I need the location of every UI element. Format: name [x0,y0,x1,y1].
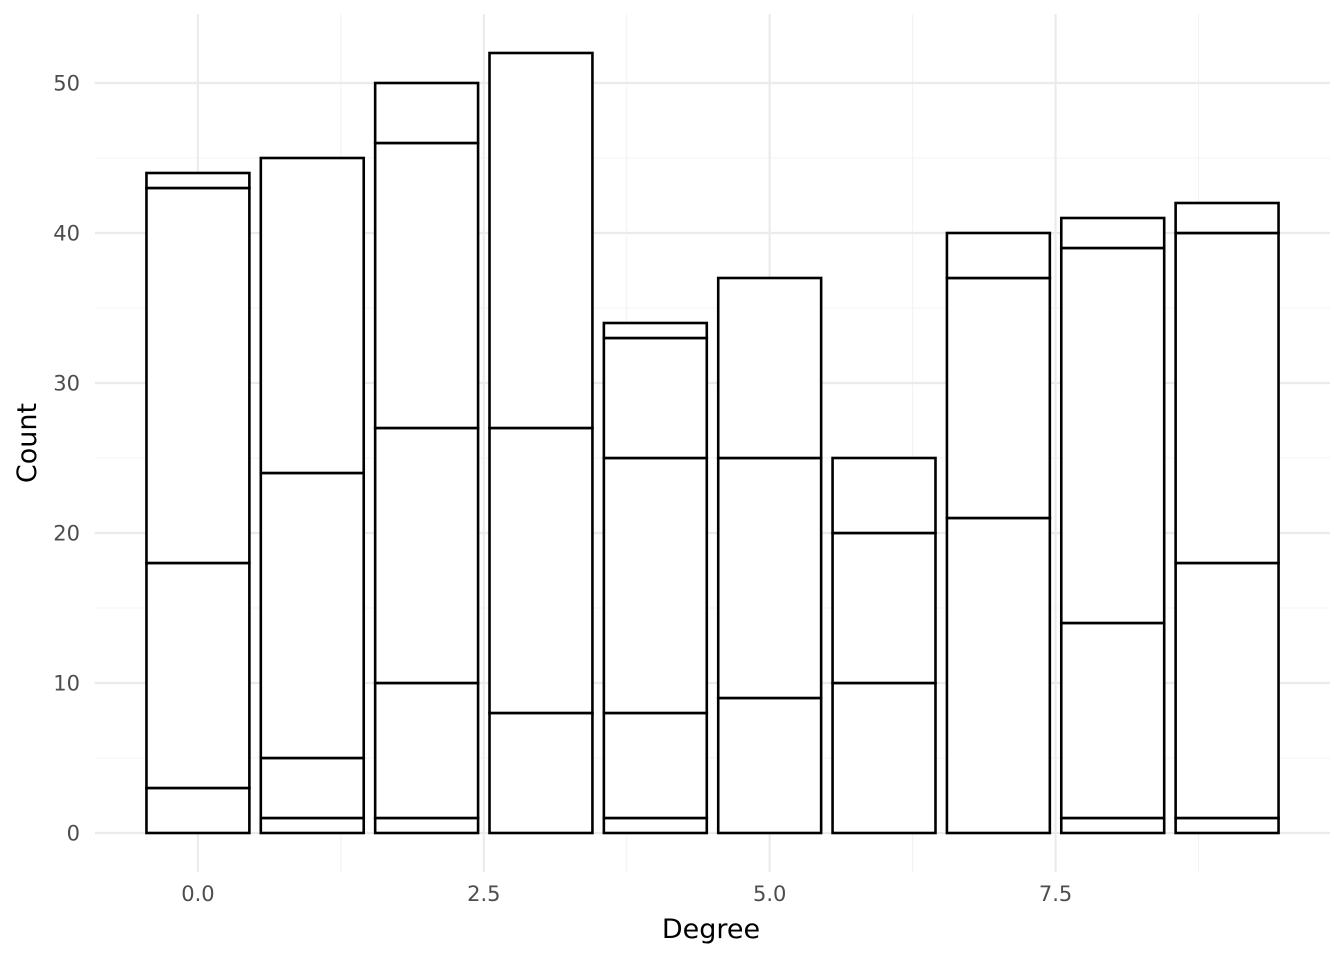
y-tick-label: 30 [53,372,80,396]
y-tick-label: 40 [53,222,80,246]
bar-segment [373,816,480,835]
x-tick-label: 7.5 [1039,882,1072,906]
bar-segment [145,171,251,190]
bar-segment [602,711,709,820]
bar-stack [716,276,823,835]
bar-segment [259,156,366,475]
bar-segment [259,816,366,835]
bar-segment [1059,621,1166,820]
bar-segment [488,51,594,430]
bar-segment [373,681,480,820]
bar-segment [602,321,709,340]
bars [145,51,1280,835]
bar-segment [602,456,709,715]
bar-segment [716,456,823,700]
y-tick-label: 20 [53,522,80,546]
bar-segment [945,276,1052,520]
bar-stack [373,81,480,835]
bar-stack [602,321,709,835]
bar-segment [831,681,937,835]
y-axis-title: Count [12,403,43,483]
bar-segment [373,426,480,685]
bar-segment [1059,216,1166,250]
bar-stack [831,456,937,835]
bar-segment [1174,816,1280,835]
bar-stack [945,231,1052,835]
bar-segment [488,426,594,715]
bar-segment [1174,201,1280,235]
bar-stack [1059,216,1166,835]
bar-segment [373,141,480,430]
bar-stack [1174,201,1280,835]
tick-labels: 0 10 20 30 40 50 0.0 2.5 5.0 7.5 [53,72,1072,907]
bar-stack [259,156,366,835]
bar-segment [259,756,366,820]
bar-segment [945,231,1052,280]
bar-segment [259,471,366,760]
bar-stack [488,51,594,835]
x-tick-label: 0.0 [181,882,214,906]
bar-segment [831,531,937,685]
x-tick-label: 2.5 [467,882,500,906]
bar-segment [373,81,480,145]
bar-segment [1059,246,1166,625]
bar-stack [145,171,251,835]
bar-segment [831,456,937,535]
y-tick-label: 10 [53,672,80,696]
bar-segment [145,786,251,835]
bar-segment [945,516,1052,835]
bar-segment [1059,816,1166,835]
bar-segment [602,336,709,460]
bar-segment [488,711,594,835]
bar-segment [1174,561,1280,820]
bar-segment [602,816,709,835]
bar-segment [145,561,251,790]
y-tick-label: 50 [53,72,80,96]
x-tick-label: 5.0 [753,882,786,906]
bar-segment [145,186,251,565]
bar-segment [716,696,823,835]
x-axis-title: Degree [662,914,760,945]
y-tick-label: 0 [67,822,80,846]
bar-segment [1174,231,1280,565]
bar-segment [716,276,823,460]
